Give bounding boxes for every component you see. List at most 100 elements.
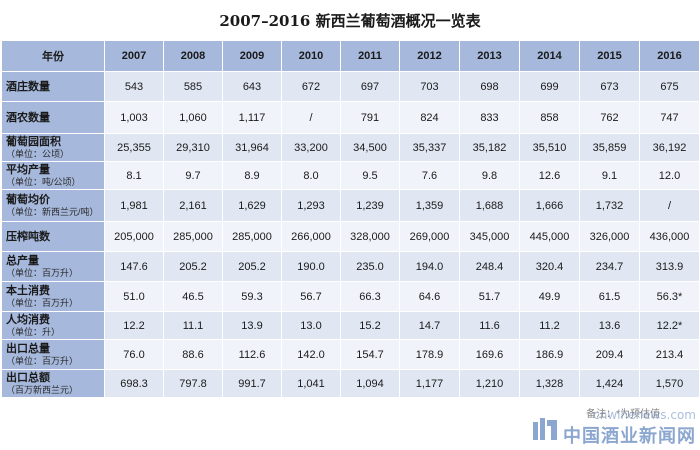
data-cell: 205.2 [163,251,223,282]
year-header-cell: 2009 [222,40,282,72]
data-cell: 2,161 [163,189,223,222]
data-cell: 13.9 [222,311,282,340]
data-cell: 345,000 [459,221,520,252]
data-cell: / [281,101,341,134]
data-cell: 445,000 [519,221,580,252]
data-cell: 34,500 [340,133,400,162]
row-label-unit: （单位：百万升） [6,297,79,308]
data-cell: 1,981 [104,189,164,222]
wine-stats-table: 年份 2007 2008 2009 2010 2011 2012 2013 2014 2015 2… [1,40,700,398]
row-label-unit: （单位：百万升） [6,355,79,366]
year-header-cell: 2010 [281,40,341,72]
data-cell: 64.6 [399,281,460,312]
data-cell: 9.1 [579,161,640,190]
data-cell: 858 [519,101,580,134]
data-cell: 8.0 [281,161,341,190]
data-cell: 178.9 [399,339,460,370]
data-cell: 29,310 [163,133,223,162]
row-label: 出口总额 （百万新西兰元） [1,369,105,398]
row-label: 酒农数量 [1,101,105,134]
data-cell: 1,177 [399,369,460,398]
data-cell: 14.7 [399,311,460,340]
data-cell: 673 [579,71,640,102]
data-cell: 266,000 [281,221,341,252]
data-cell: 697 [340,71,400,102]
row-label-main: 葡萄均价 [6,193,50,206]
data-cell: 1,424 [579,369,640,398]
data-cell: 1,239 [340,189,400,222]
row-label-main: 酒庄数量 [6,80,50,93]
row-label-main: 出口总额 [6,371,50,384]
data-cell: 585 [163,71,223,102]
data-cell: 675 [639,71,700,102]
data-cell: 234.7 [579,251,640,282]
data-cell: 698.3 [104,369,164,398]
data-cell: 1,293 [281,189,341,222]
data-cell: 991.7 [222,369,282,398]
data-cell: 326,000 [579,221,640,252]
row-label-main: 葡萄园面积 [6,135,61,148]
data-cell: 7.6 [399,161,460,190]
data-cell: 9.8 [459,161,520,190]
watermark-name: 中国酒业新闻网 [563,426,696,446]
year-header-cell: 2007 [104,40,164,72]
data-cell: 186.9 [519,339,580,370]
data-cell: 8.9 [222,161,282,190]
data-cell: 66.3 [340,281,400,312]
year-header-cell: 2016 [639,40,700,72]
data-cell: 824 [399,101,460,134]
data-cell: 61.5 [579,281,640,312]
data-cell: 1,359 [399,189,460,222]
data-cell: 12.2* [639,311,700,340]
table-row: 葡萄园面积 （单位：公顷） 25,355 29,310 31,964 33,200 34,5… [1,133,700,162]
data-cell: 1,041 [281,369,341,398]
data-cell: 209.4 [579,339,640,370]
footnote: 备注：*为预估值 [586,409,660,420]
table-row: 酒农数量 1,003 1,060 1,117/791 824 833 858 762 747 [1,101,700,134]
data-cell: 762 [579,101,640,134]
table-row: 总产量 （单位：百万升） 147.6 205.2 205.2 190.0 235.0 194.… [1,251,700,282]
data-cell: 9.5 [340,161,400,190]
row-label-main: 出口总量 [6,342,50,355]
data-cell: 698 [459,71,520,102]
row-label-unit: （百万新西兰元） [6,384,79,395]
data-cell: 35,337 [399,133,460,162]
row-label-unit: （单位：新西兰元/吨） [6,206,99,217]
row-label: 葡萄均价 （单位：新西兰元/吨） [1,189,105,222]
data-cell: 1,094 [340,369,400,398]
data-cell: 25,355 [104,133,164,162]
data-cell: 35,182 [459,133,520,162]
data-cell: 1,117 [222,101,282,134]
header-row: 年份 2007 2008 2009 2010 2011 2012 2013 2014 2015 2… [1,40,700,72]
row-label-unit: （单位：公顷） [6,148,70,159]
data-cell: 1,732 [579,189,640,222]
row-label: 总产量 （单位：百万升） [1,251,105,282]
data-cell: 8.1 [104,161,164,190]
data-cell: 1,328 [519,369,580,398]
data-cell: 9.7 [163,161,223,190]
data-cell: 1,210 [459,369,520,398]
data-cell: 12.0 [639,161,700,190]
data-cell: 13.6 [579,311,640,340]
data-cell: 543 [104,71,164,102]
data-cell: 1,666 [519,189,580,222]
data-cell: 190.0 [281,251,341,282]
row-label: 平均产量 （单位：吨/公顷） [1,161,105,190]
year-header-cell: 2014 [519,40,580,72]
data-cell: 56.3* [639,281,700,312]
row-label-main: 酒农数量 [6,111,50,124]
data-cell: 213.4 [639,339,700,370]
data-cell: 791 [340,101,400,134]
row-label: 本土消费 （单位：百万升） [1,281,105,312]
data-cell: 12.6 [519,161,580,190]
data-cell: 699 [519,71,580,102]
data-cell: 49.9 [519,281,580,312]
data-cell: 436,000 [639,221,700,252]
data-cell: 59.3 [222,281,282,312]
row-label: 人均消费 （单位：升） [1,311,105,340]
row-label: 出口总量 （单位：百万升） [1,339,105,370]
data-cell: 15.2 [340,311,400,340]
data-cell: 33,200 [281,133,341,162]
row-label: 酒庄数量 [1,71,105,102]
data-cell: 320.4 [519,251,580,282]
